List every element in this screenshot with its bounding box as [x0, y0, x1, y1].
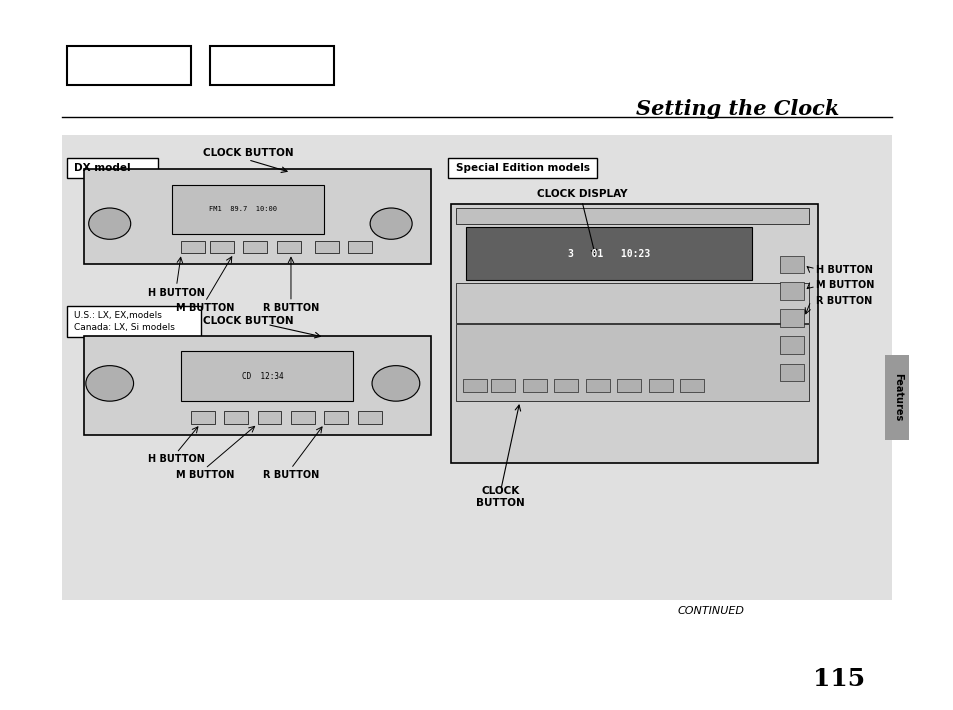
Text: 115: 115 [813, 667, 864, 692]
Text: CLOCK
BUTTON: CLOCK BUTTON [476, 486, 525, 508]
Bar [522, 379, 546, 392]
Bar [191, 411, 214, 424]
Circle shape [86, 366, 133, 401]
Circle shape [370, 208, 412, 239]
Bar [291, 411, 314, 424]
Bar [210, 46, 334, 85]
Bar [462, 379, 486, 392]
Bar [62, 135, 891, 600]
Bar [67, 46, 191, 85]
Text: R BUTTON: R BUTTON [263, 303, 318, 313]
Bar [554, 379, 578, 392]
Text: 3   01   10:23: 3 01 10:23 [567, 249, 649, 259]
FancyBboxPatch shape [84, 336, 431, 435]
Bar [648, 379, 672, 392]
Bar [348, 241, 372, 253]
Bar [465, 227, 751, 280]
Text: DX model: DX model [74, 163, 131, 173]
Circle shape [372, 366, 419, 401]
Bar [224, 411, 248, 424]
Text: CD  12:34: CD 12:34 [241, 372, 283, 381]
Text: M BUTTON: M BUTTON [175, 470, 234, 480]
Bar [491, 379, 515, 392]
Bar [456, 324, 808, 401]
Bar [585, 379, 609, 392]
Bar [456, 283, 808, 323]
Bar [780, 309, 803, 327]
Text: Setting the Clock: Setting the Clock [636, 99, 839, 119]
Text: Features: Features [892, 373, 902, 422]
Bar [243, 241, 267, 253]
Text: CONTINUED: CONTINUED [677, 606, 743, 616]
Text: CLOCK BUTTON: CLOCK BUTTON [203, 316, 293, 326]
Bar [324, 411, 348, 424]
FancyBboxPatch shape [67, 306, 201, 337]
Text: M BUTTON: M BUTTON [815, 280, 873, 290]
Bar [780, 336, 803, 354]
Circle shape [89, 208, 131, 239]
FancyBboxPatch shape [67, 158, 158, 178]
Bar [276, 241, 300, 253]
Bar [257, 411, 281, 424]
Text: R BUTTON: R BUTTON [263, 470, 318, 480]
Bar [181, 351, 353, 401]
Text: FM1  89.7  10:00: FM1 89.7 10:00 [209, 207, 277, 212]
Bar [780, 282, 803, 300]
Bar [357, 411, 381, 424]
Text: R BUTTON: R BUTTON [815, 296, 871, 306]
Text: H BUTTON: H BUTTON [148, 288, 205, 297]
Text: Special Edition models: Special Edition models [456, 163, 589, 173]
FancyBboxPatch shape [451, 204, 817, 463]
Bar [617, 379, 640, 392]
Bar [314, 241, 338, 253]
Bar [210, 241, 233, 253]
Text: M BUTTON: M BUTTON [175, 303, 234, 313]
FancyBboxPatch shape [448, 158, 597, 178]
Bar [181, 241, 205, 253]
Text: H BUTTON: H BUTTON [148, 454, 205, 464]
Text: H BUTTON: H BUTTON [815, 265, 872, 275]
FancyBboxPatch shape [84, 169, 431, 264]
Text: CLOCK BUTTON: CLOCK BUTTON [203, 148, 293, 158]
Bar [679, 379, 703, 392]
Bar [780, 256, 803, 273]
Bar [884, 355, 908, 440]
Bar [456, 208, 808, 224]
Bar [172, 185, 324, 234]
Text: CLOCK DISPLAY: CLOCK DISPLAY [537, 189, 626, 199]
Text: U.S.: LX, EX,models
Canada: LX, Si models: U.S.: LX, EX,models Canada: LX, Si model… [74, 311, 175, 332]
Bar [780, 364, 803, 381]
